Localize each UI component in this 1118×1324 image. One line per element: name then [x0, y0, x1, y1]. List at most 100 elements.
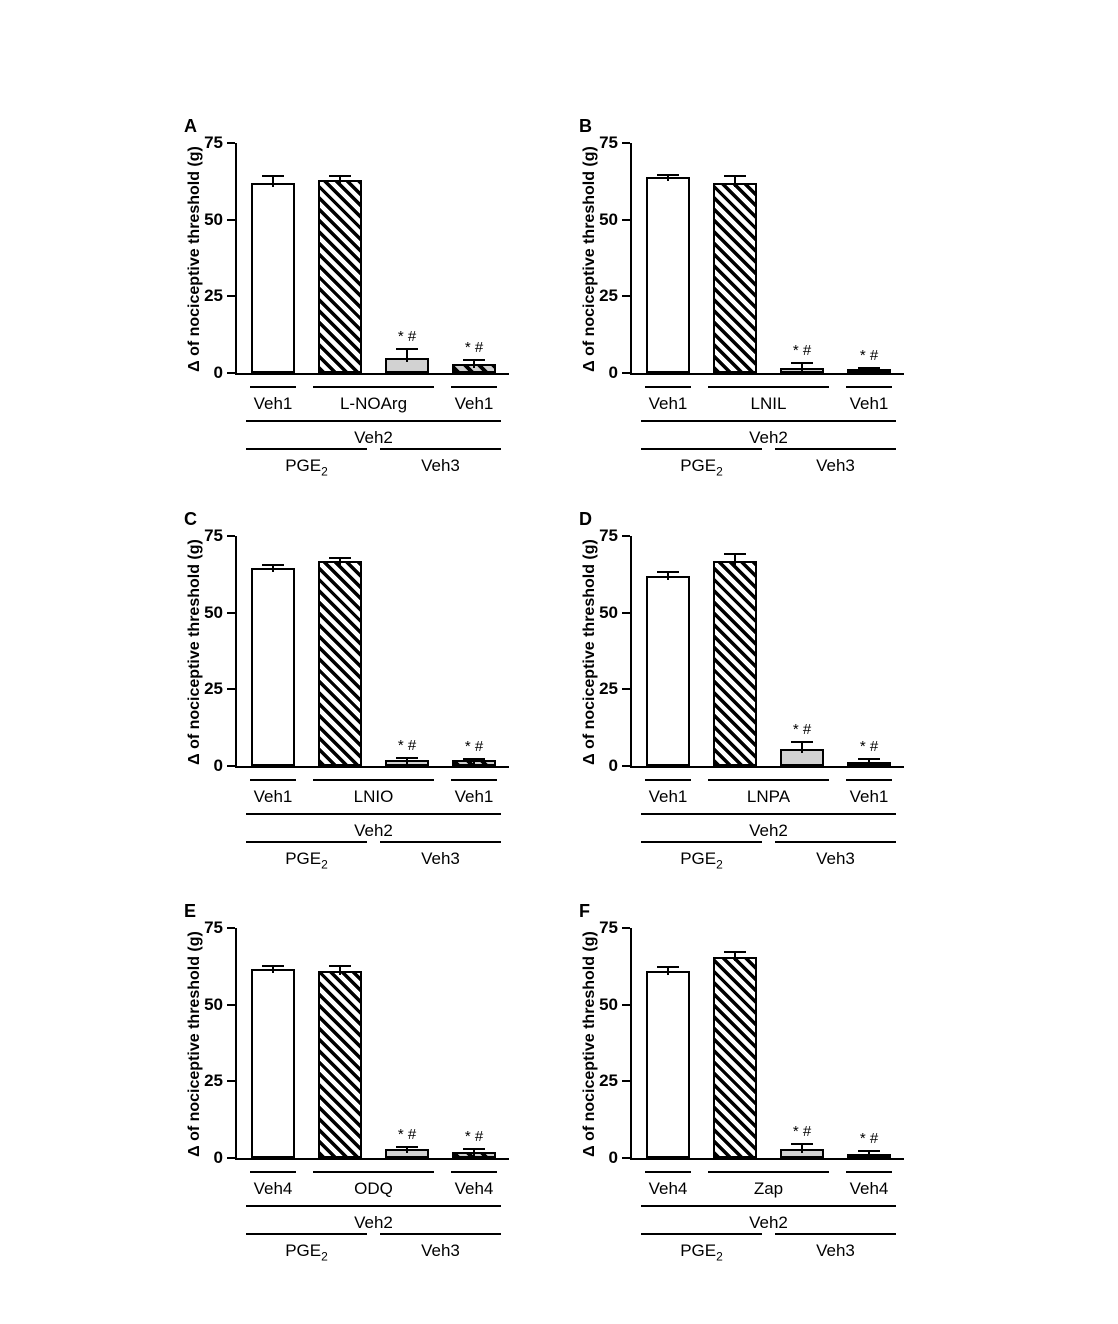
group-label: L-NOArg: [339, 394, 408, 413]
bar: [646, 970, 690, 1158]
panel-letter: B: [579, 116, 592, 136]
y-axis-label: Δ of nociceptive threshold (g): [186, 146, 203, 372]
group-line: [451, 1171, 497, 1173]
y-tick: [622, 218, 630, 221]
group-line: [708, 386, 829, 388]
y-tick: [227, 611, 235, 614]
group-label: Veh2: [354, 821, 393, 840]
group-line: [708, 1171, 829, 1173]
y-tick-label: 25: [204, 679, 223, 699]
y-tick-label: 75: [204, 526, 223, 545]
y-tick-label: 75: [204, 133, 223, 152]
significance-label: * #: [792, 342, 812, 360]
bar: [318, 560, 362, 766]
y-tick: [622, 765, 630, 767]
error-bar-cap: [657, 173, 679, 176]
bar: [713, 560, 757, 766]
significance-label: * #: [859, 737, 879, 755]
group-line: [775, 841, 896, 843]
bar: [318, 179, 362, 373]
bar: [251, 568, 295, 766]
group-label: PGE2: [680, 849, 723, 872]
y-tick-label: 0: [213, 363, 223, 382]
group-line: [246, 841, 367, 843]
group-line: [641, 1233, 762, 1235]
error-bar-cap: [463, 359, 485, 362]
group-label: Veh1: [253, 787, 293, 806]
y-tick: [622, 611, 630, 614]
error-bar-cap: [329, 557, 351, 560]
error-bar-line: [868, 366, 870, 373]
group-line: [775, 1233, 896, 1235]
group-label: Veh1: [253, 394, 293, 413]
group-label: Veh2: [749, 821, 788, 840]
error-bar-cap: [858, 366, 880, 369]
error-bar-line: [339, 964, 341, 975]
group-line: [775, 448, 896, 450]
error-bar-line: [339, 557, 341, 565]
group-label: Veh1: [849, 394, 889, 413]
group-line: [451, 386, 497, 388]
y-tick: [227, 688, 235, 691]
significance-label: * #: [397, 736, 417, 754]
plot-area: 0 25 50 75 * # * # Veh4 Zap Veh4 Veh2 PGE2 Veh3: [599, 918, 904, 1263]
y-tick-label: 25: [204, 1071, 223, 1091]
y-tick: [227, 927, 235, 929]
error-bar-line: [406, 756, 408, 764]
bar: [713, 182, 757, 373]
group-line: [250, 1171, 296, 1173]
plot-area: 0 25 50 75 * # * # Veh1 L-NOArg Veh1 Veh2 PGE2 Veh3: [204, 133, 509, 478]
significance-label: * #: [859, 1130, 879, 1148]
group-line: [645, 386, 691, 388]
error-bar-line: [272, 563, 274, 573]
y-tick: [622, 688, 630, 691]
y-tick-label: 75: [599, 133, 618, 152]
error-bar-cap: [791, 741, 813, 744]
y-tick-label: 50: [599, 994, 618, 1014]
group-line: [380, 1233, 501, 1235]
y-axis-label: Δ of nociceptive threshold (g): [581, 146, 598, 372]
y-tick: [227, 1080, 235, 1083]
panel-letter: E: [184, 901, 197, 921]
y-tick: [622, 142, 630, 144]
error-bar-line: [734, 175, 736, 187]
group-line: [250, 386, 296, 388]
group-label: Veh1: [454, 787, 494, 806]
y-tick: [227, 765, 235, 767]
group-line: [246, 1233, 367, 1235]
error-bar-line: [406, 1145, 408, 1153]
y-tick-label: 0: [608, 363, 618, 382]
group-line: [250, 779, 296, 781]
group-label: Veh4: [648, 1179, 688, 1198]
group-line: [380, 841, 501, 843]
group-label: Veh3: [421, 1241, 460, 1260]
group-label: Veh3: [421, 456, 460, 475]
group-line: [846, 779, 892, 781]
group-label: PGE2: [285, 849, 328, 872]
error-bar-line: [339, 175, 341, 184]
error-bar-line: [272, 964, 274, 974]
group-line: [641, 420, 896, 422]
panel-A: A Δ of nociceptive threshold (g) 0 25 50 75…: [160, 110, 555, 502]
y-tick-label: 50: [204, 994, 223, 1014]
y-tick: [227, 372, 235, 374]
bar: [713, 957, 757, 1158]
error-bar-cap: [463, 1147, 485, 1150]
group-line: [246, 420, 501, 422]
group-label: LNIL: [750, 394, 787, 413]
error-bar-cap: [396, 756, 418, 759]
group-label: Veh1: [648, 394, 688, 413]
significance-label: * #: [464, 737, 484, 755]
y-axis-label: Δ of nociceptive threshold (g): [186, 539, 203, 765]
error-bar-cap: [262, 964, 284, 967]
group-line: [246, 448, 367, 450]
y-tick: [622, 1003, 630, 1006]
error-bar-line: [801, 362, 803, 373]
group-label: Veh3: [816, 849, 855, 868]
panel-letter: A: [184, 116, 197, 136]
group-label: Veh1: [454, 394, 494, 413]
y-tick-label: 75: [599, 526, 618, 545]
error-bar-cap: [858, 1150, 880, 1153]
group-label: Veh2: [354, 1213, 393, 1232]
